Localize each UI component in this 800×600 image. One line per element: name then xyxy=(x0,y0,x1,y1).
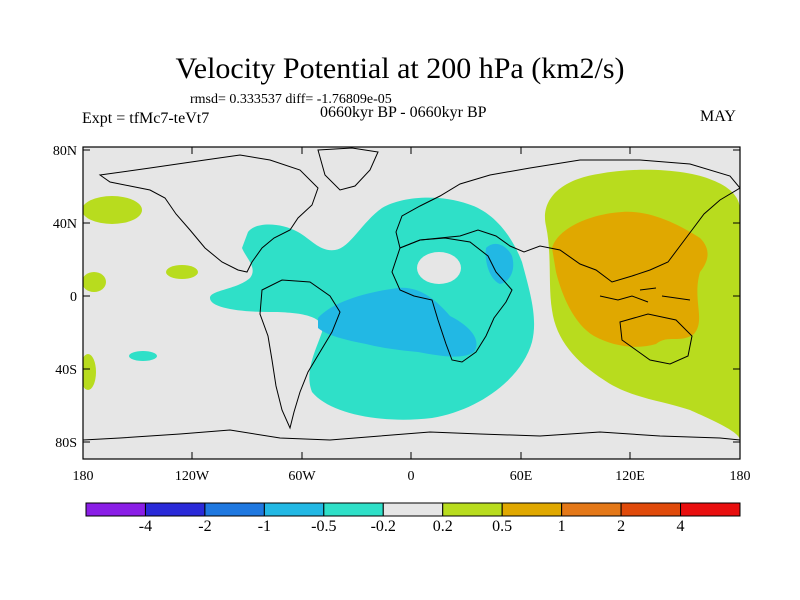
coastline-antarctica xyxy=(83,429,740,441)
coastline-africa xyxy=(391,237,513,363)
contour-region-neg-02-small xyxy=(129,351,157,361)
period-label: 0660kyr BP - 0660kyr BP xyxy=(320,104,487,121)
y-tick-label: 40S xyxy=(55,363,77,378)
colorbar-label: -2 xyxy=(198,518,212,535)
x-tick-label: 0 xyxy=(408,469,415,484)
colorbar-label: -4 xyxy=(138,518,153,535)
colorbar xyxy=(85,502,741,517)
x-tick-label: 60W xyxy=(288,469,316,484)
contour-region-neg-05-east xyxy=(485,243,514,284)
coastline-south-america xyxy=(259,279,341,430)
colorbar-box xyxy=(85,502,146,517)
coastline-greenland xyxy=(317,147,379,191)
x-tick-label: 120W xyxy=(175,469,210,484)
contour-region-pos-05 xyxy=(552,211,708,347)
contour-patch-w xyxy=(83,272,106,292)
colorbar-label: 4 xyxy=(676,518,685,535)
y-tick-label: 80S xyxy=(55,436,77,451)
plot-title: Velocity Potential at 200 hPa (km2/s) xyxy=(175,52,625,85)
coastlines xyxy=(83,147,740,441)
experiment-label: Expt = tfMc7-teVt7 xyxy=(82,110,210,127)
colorbar-box xyxy=(442,502,503,517)
colorbar-box xyxy=(382,502,444,517)
colorbar-box xyxy=(204,502,265,517)
y-tick-label: 0 xyxy=(70,290,77,305)
colorbar-box xyxy=(263,502,325,517)
month-label: MAY xyxy=(700,108,736,125)
coastline-north-america xyxy=(98,154,319,273)
contour-patch-nw xyxy=(83,196,142,224)
contour-fills xyxy=(83,169,740,441)
colorbar-box xyxy=(561,502,622,517)
x-tick-labels: 180 120W 60W 0 60E 120E 180 xyxy=(73,469,751,484)
y-tick-labels: 80N 40N 0 40S 80S xyxy=(53,144,77,451)
colorbar-box xyxy=(620,502,682,517)
contour-patch-mid xyxy=(166,265,198,279)
colorbar-box xyxy=(501,502,563,517)
tick-marks xyxy=(82,147,741,459)
stats-text: rmsd= 0.333537 diff= -1.76809e-05 xyxy=(190,92,392,107)
y-tick-label: 40N xyxy=(53,217,77,232)
y-tick-label: 80N xyxy=(53,144,77,159)
colorbar-label: 0.5 xyxy=(492,518,513,535)
coastline-eurasia xyxy=(395,159,740,283)
colorbar-label: 1 xyxy=(557,518,566,535)
contour-hole-sahara xyxy=(417,252,461,284)
coastline-maritime-continent xyxy=(599,287,691,303)
coastline-australia xyxy=(619,313,693,365)
colorbar-box xyxy=(680,502,741,517)
colorbar-box xyxy=(323,502,384,517)
x-tick-label: 180 xyxy=(730,469,751,484)
x-tick-label: 60E xyxy=(510,469,533,484)
colorbar-label: -0.2 xyxy=(370,518,396,535)
contour-patch-sw xyxy=(83,354,96,390)
contour-region-neg-05 xyxy=(318,287,477,357)
colorbar-label: 0.2 xyxy=(432,518,453,535)
colorbar-label: -1 xyxy=(257,518,272,535)
x-tick-label: 120E xyxy=(615,469,645,484)
colorbar-label: -0.5 xyxy=(311,518,337,535)
colorbar-box xyxy=(144,502,206,517)
colorbar-label: 2 xyxy=(617,518,626,535)
x-tick-label: 180 xyxy=(73,469,94,484)
